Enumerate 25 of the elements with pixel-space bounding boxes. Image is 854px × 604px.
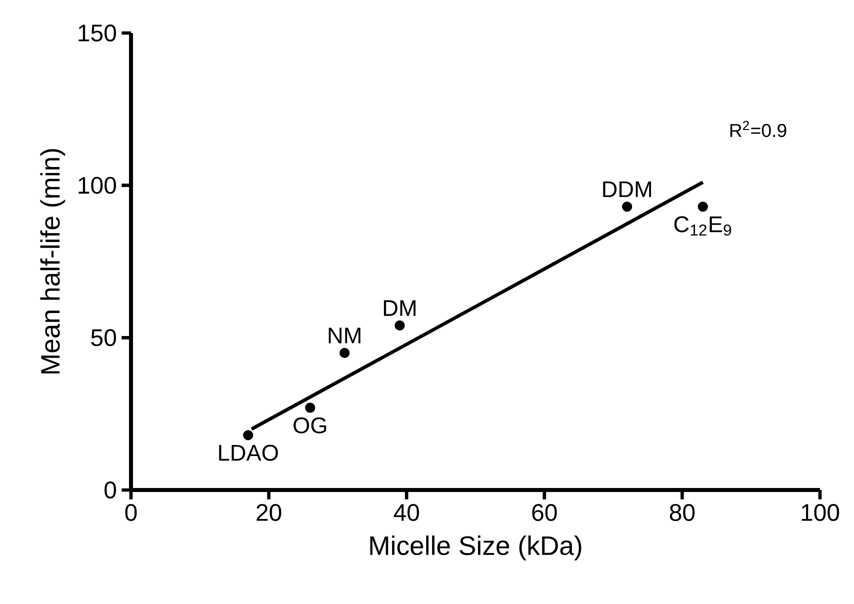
x-tick-label: 60: [532, 504, 557, 522]
y-tick-label: 0: [104, 481, 116, 498]
y-axis-title: Mean half-life (min): [40, 149, 66, 374]
x-tick-label: 40: [394, 504, 420, 522]
annotation: LDAO: [219, 444, 278, 461]
y-tick-label: 100: [78, 176, 116, 194]
x-tick-label: 100: [802, 504, 840, 522]
point: [305, 402, 316, 413]
point: [394, 320, 405, 331]
x-tick-label: 80: [670, 504, 695, 522]
y-tick-label: 50: [91, 329, 116, 346]
point: [243, 430, 254, 440]
x-axis-title: Micelle Size (kDa): [370, 536, 582, 560]
point: [340, 348, 350, 358]
annotation: NM: [328, 328, 360, 344]
annotation: R$^{2}$=0.9: [730, 120, 786, 138]
annotation: OG: [294, 417, 326, 434]
annotation: DDM: [603, 181, 652, 198]
x-tick-label: 20: [256, 504, 282, 522]
point: [622, 202, 632, 212]
annotation: C$_{12}$E$_{9}$: [674, 216, 732, 236]
x-tick-label: 0: [125, 504, 137, 522]
y-tick-label: 150: [78, 24, 116, 42]
point: [698, 202, 708, 212]
annotation: DM: [384, 300, 416, 316]
